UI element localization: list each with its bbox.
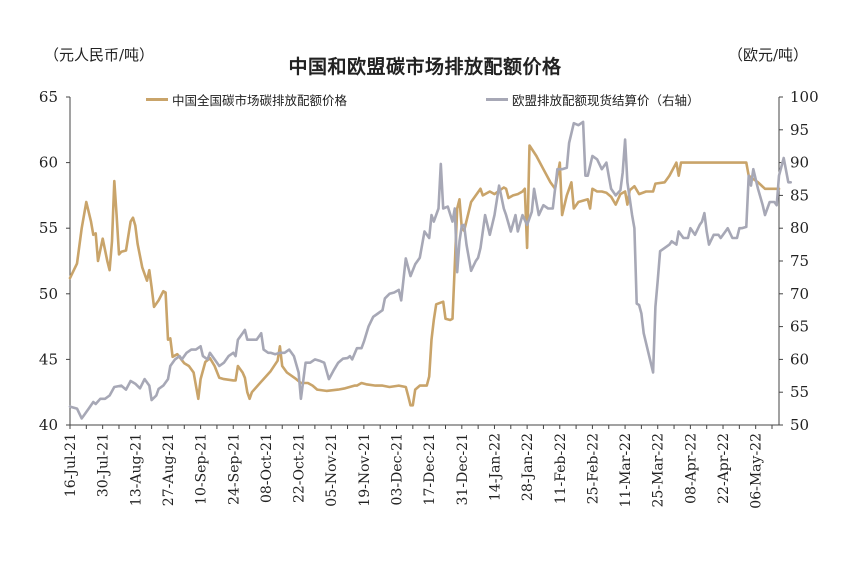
x-tick-label: 22-Apr-22 bbox=[716, 433, 732, 504]
x-tick-label: 27-Aug-21 bbox=[161, 433, 177, 506]
x-tick-label: 22-Oct-21 bbox=[292, 433, 308, 503]
right-tick-label: 65 bbox=[790, 318, 809, 336]
right-tick-label: 100 bbox=[790, 88, 819, 106]
x-tick-label: 10-Sep-21 bbox=[194, 433, 210, 505]
right-tick-label: 60 bbox=[790, 350, 809, 368]
left-tick-label: 60 bbox=[39, 154, 58, 172]
x-tick-label: 28-Jan-22 bbox=[520, 433, 536, 501]
legend-swatch-eu bbox=[486, 98, 508, 101]
right-axis-unit: （欧元/吨） bbox=[727, 46, 808, 64]
x-tick-label: 13-Aug-21 bbox=[128, 433, 144, 506]
series-line-eu-price bbox=[68, 120, 792, 420]
x-tick-label: 19-Nov-21 bbox=[357, 433, 373, 507]
left-axis-unit: （元人民币/吨） bbox=[44, 46, 155, 64]
left-tick-label: 55 bbox=[39, 219, 58, 237]
legend-item-eu: 欧盟排放配额现货结算价（右轴） bbox=[486, 90, 700, 109]
right-tick-label: 85 bbox=[790, 186, 809, 204]
x-tick-label: 05-Nov-21 bbox=[324, 433, 340, 507]
right-tick-label: 55 bbox=[790, 383, 809, 401]
x-tick-label: 03-Dec-21 bbox=[390, 433, 406, 505]
x-tick-label: 11-Feb-22 bbox=[553, 433, 569, 504]
left-tick-label: 40 bbox=[39, 416, 58, 434]
left-tick-label: 45 bbox=[39, 350, 58, 368]
x-tick-label: 06-May-22 bbox=[749, 433, 765, 509]
x-tick-label: 08-Apr-22 bbox=[683, 433, 699, 504]
legend-label-cn: 中国全国碳市场碳排放配额价格 bbox=[172, 93, 348, 108]
right-tick-label: 90 bbox=[790, 154, 809, 172]
x-tick-label: 17-Dec-21 bbox=[422, 433, 438, 505]
x-tick-label: 08-Oct-21 bbox=[259, 433, 275, 503]
x-tick-label: 30-Jul-21 bbox=[96, 433, 112, 497]
legend-item-cn: 中国全国碳市场碳排放配额价格 bbox=[146, 90, 347, 109]
series-line-cn-price bbox=[68, 144, 781, 407]
legend-swatch-cn bbox=[146, 98, 168, 101]
x-tick-label: 31-Dec-21 bbox=[455, 433, 471, 505]
chart-title: 中国和欧盟碳市场排放配额价格 bbox=[288, 56, 562, 78]
x-tick-label: 25-Mar-22 bbox=[651, 433, 667, 507]
x-tick-label: 11-Mar-22 bbox=[618, 433, 634, 507]
right-tick-label: 95 bbox=[790, 121, 809, 139]
x-tick-label: 25-Feb-22 bbox=[585, 433, 601, 504]
right-tick-label: 75 bbox=[790, 252, 809, 270]
legend-label-eu: 欧盟排放配额现货结算价（右轴） bbox=[512, 93, 700, 108]
left-tick-label: 65 bbox=[39, 88, 58, 106]
right-tick-label: 70 bbox=[790, 285, 809, 303]
x-tick-label: 16-Jul-21 bbox=[63, 433, 79, 497]
left-tick-label: 50 bbox=[39, 285, 58, 303]
right-tick-label: 80 bbox=[790, 219, 809, 237]
right-tick-label: 50 bbox=[790, 416, 809, 434]
x-tick-label: 24-Sep-21 bbox=[226, 433, 242, 505]
x-tick-label: 14-Jan-22 bbox=[487, 433, 503, 501]
